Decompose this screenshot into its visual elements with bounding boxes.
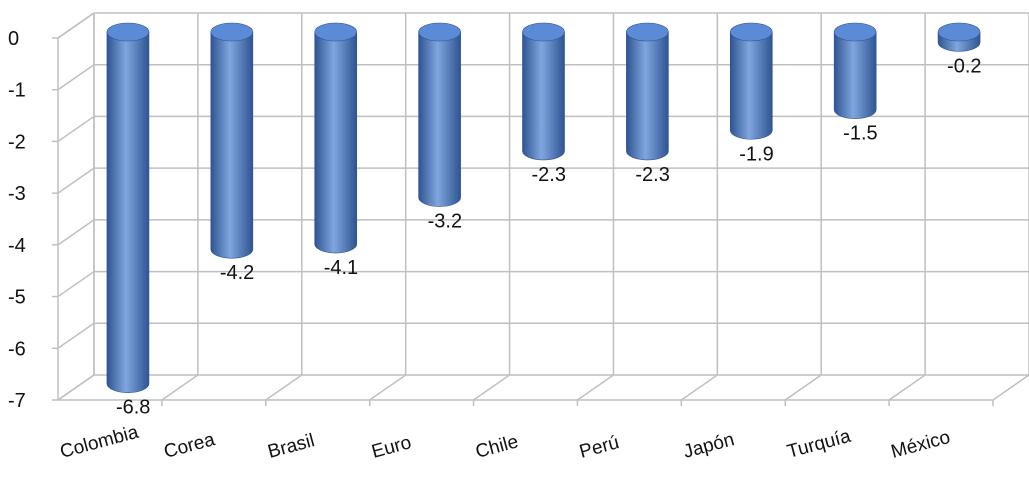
gridline-side bbox=[57, 219, 95, 246]
bar-Colombia bbox=[106, 31, 150, 393]
x-tick-label: Corea bbox=[162, 429, 218, 463]
x-tick-label: Perú bbox=[577, 432, 621, 463]
x-tick-label: Chile bbox=[473, 431, 520, 462]
x-tick-label: Brasil bbox=[266, 430, 317, 463]
data-label: -0.2 bbox=[947, 55, 981, 77]
x-tick-label: México bbox=[889, 427, 953, 463]
floor-divider bbox=[680, 374, 718, 401]
data-label: -4.1 bbox=[324, 257, 358, 279]
x-tick-label: Colombia bbox=[58, 422, 141, 463]
bar-top-cap bbox=[626, 22, 669, 42]
data-label: -4.2 bbox=[220, 262, 254, 284]
bar-Chile bbox=[522, 31, 565, 161]
gridline-side bbox=[57, 167, 95, 194]
floor-divider bbox=[369, 374, 407, 401]
y-tick-label: -3 bbox=[8, 183, 26, 205]
data-label: -2.3 bbox=[532, 164, 566, 186]
bar-top-cap bbox=[937, 22, 981, 42]
bar-Perú bbox=[626, 31, 669, 161]
y-tick-label: -2 bbox=[8, 131, 26, 153]
floor-divider bbox=[992, 374, 1029, 401]
bar-top-cap bbox=[522, 22, 565, 42]
bar-top-cap bbox=[833, 22, 877, 42]
y-tick-label: -5 bbox=[8, 287, 26, 309]
gridline-side bbox=[57, 64, 95, 91]
data-label: -1.5 bbox=[843, 123, 877, 145]
bar-Japón bbox=[729, 31, 773, 140]
bar-top-cap bbox=[210, 22, 254, 42]
bar-top-cap bbox=[418, 22, 461, 42]
data-label: -2.3 bbox=[635, 164, 669, 186]
y-tick-label: 0 bbox=[8, 28, 19, 50]
gridline-side bbox=[57, 322, 95, 349]
bar-Euro bbox=[418, 31, 461, 207]
floor-left-edge bbox=[57, 374, 95, 401]
floor-divider bbox=[473, 374, 510, 401]
y-tick-label: -1 bbox=[8, 80, 26, 102]
data-label: -3.2 bbox=[428, 210, 462, 232]
data-label: -6.8 bbox=[116, 397, 150, 419]
bar-top-cap bbox=[729, 22, 773, 42]
bar-Corea bbox=[210, 31, 254, 259]
bars bbox=[106, 22, 981, 393]
floor-divider bbox=[265, 374, 303, 401]
x-tick-label: Turquía bbox=[785, 426, 853, 463]
y-tick-label: -4 bbox=[8, 235, 26, 257]
floor-divider bbox=[161, 374, 199, 401]
floor-divider bbox=[577, 374, 614, 401]
bar-Turquía bbox=[833, 31, 877, 119]
gridline-side bbox=[57, 115, 95, 143]
floor-divider bbox=[888, 374, 926, 401]
bar-top-cap bbox=[106, 22, 150, 42]
wall-top-edge bbox=[57, 12, 95, 39]
data-label: -1.9 bbox=[739, 143, 773, 165]
floor-divider bbox=[784, 374, 822, 401]
x-tick-label: Euro bbox=[369, 432, 413, 463]
y-tick-label: -6 bbox=[8, 338, 26, 360]
gridline-side bbox=[57, 270, 95, 298]
axes bbox=[52, 12, 994, 406]
x-tick-label: Japón bbox=[681, 429, 736, 463]
y-tick-label: -7 bbox=[8, 390, 26, 412]
bar-Brasil bbox=[314, 31, 358, 254]
bar-top-cap bbox=[314, 22, 358, 42]
